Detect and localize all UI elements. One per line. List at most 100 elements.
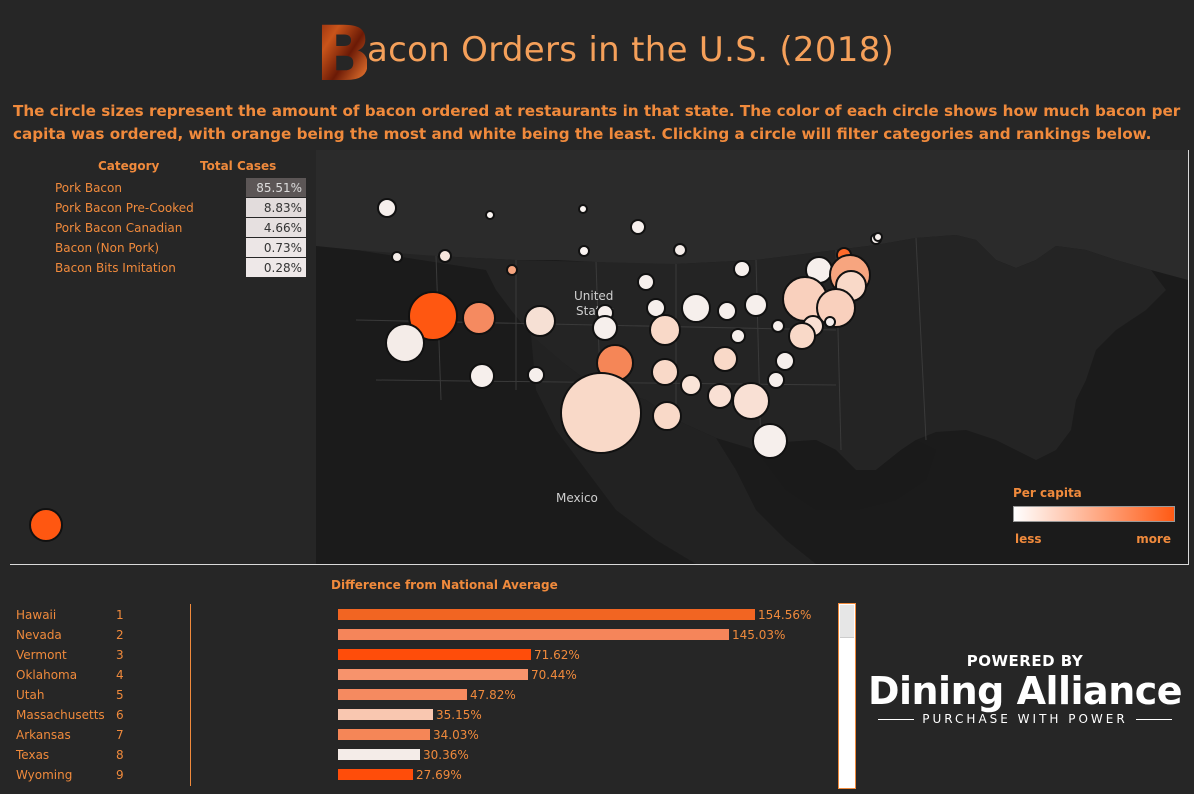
ranking-state: Nevada	[16, 628, 62, 642]
state-circle[interactable]	[673, 243, 687, 257]
state-circle[interactable]	[485, 210, 495, 220]
gulf-water	[756, 440, 936, 510]
ranking-number: 5	[116, 688, 124, 702]
state-circle[interactable]	[438, 249, 452, 263]
ranking-bar[interactable]	[338, 709, 433, 720]
state-circle[interactable]	[408, 291, 458, 341]
state-circle[interactable]	[752, 423, 788, 459]
top-panel: Category Total Cases Pork Bacon 85.51% P…	[10, 150, 1189, 565]
ranking-row[interactable]: Hawaii 1 154.56%	[0, 605, 850, 625]
state-circle[interactable]	[651, 358, 679, 386]
state-circle[interactable]	[712, 346, 738, 372]
state-circle[interactable]	[717, 301, 737, 321]
ranking-number: 2	[116, 628, 124, 642]
category-row[interactable]: Pork Bacon Canadian 4.66%	[55, 218, 306, 238]
state-circle[interactable]	[733, 260, 751, 278]
state-circle[interactable]	[469, 363, 495, 389]
ranking-percent: 34.03%	[433, 728, 479, 742]
state-circle[interactable]	[527, 366, 545, 384]
map-label-us: United	[574, 289, 613, 303]
svg-text:B: B	[315, 12, 367, 88]
brand-tagline-row: PURCHASE WITH POWER	[860, 712, 1190, 726]
ranking-percent: 145.03%	[732, 628, 786, 642]
ranking-state: Texas	[16, 748, 50, 762]
state-circle[interactable]	[649, 314, 681, 346]
ranking-percent: 27.69%	[416, 768, 462, 782]
state-circles	[377, 198, 883, 459]
ranking-row[interactable]: Arkansas 7 34.03%	[0, 725, 850, 745]
category-label: Bacon Bits Imitation	[55, 261, 176, 275]
ranking-percent: 70.44%	[531, 668, 577, 682]
dashboard-title: B acon Orders in the U.S. (2018)	[0, 10, 1194, 90]
ranking-row[interactable]: Wyoming 9 27.69%	[0, 765, 850, 785]
ranking-list: Hawaii 1 154.56% Nevada 2 145.03% Vermont 3 71.6…	[0, 600, 850, 790]
state-circle[interactable]	[775, 351, 795, 371]
ranking-bar[interactable]	[338, 769, 413, 780]
state-circle[interactable]	[578, 204, 588, 214]
size-legend-circle	[29, 508, 63, 542]
state-circle[interactable]	[391, 251, 403, 263]
category-row[interactable]: Bacon Bits Imitation 0.28%	[55, 258, 306, 278]
ranking-number: 1	[116, 608, 124, 622]
ranking-scrollbar[interactable]	[838, 603, 856, 789]
state-circle[interactable]	[732, 382, 770, 420]
state-circle[interactable]	[707, 383, 733, 409]
category-row[interactable]: Pork Bacon Pre-Cooked 8.83%	[55, 198, 306, 218]
ranking-percent: 47.82%	[470, 688, 516, 702]
ranking-state: Oklahoma	[16, 668, 78, 682]
category-value: 0.28%	[246, 258, 306, 277]
state-circle[interactable]	[560, 372, 642, 454]
map-label-mexico: Mexico	[556, 491, 598, 505]
category-row[interactable]: Pork Bacon 85.51%	[55, 178, 306, 198]
category-value: 4.66%	[246, 218, 306, 237]
state-circle[interactable]	[824, 316, 836, 328]
category-value: 85.51%	[246, 178, 306, 197]
scrollbar-thumb[interactable]	[840, 605, 854, 638]
state-circle[interactable]	[592, 315, 618, 341]
ranking-bar[interactable]	[338, 729, 430, 740]
state-circle[interactable]	[744, 293, 768, 317]
ranking-bar[interactable]	[338, 689, 467, 700]
ranking-row[interactable]: Texas 8 30.36%	[0, 745, 850, 765]
state-circle[interactable]	[681, 293, 711, 323]
state-circle[interactable]	[630, 219, 646, 235]
state-circle[interactable]	[767, 371, 785, 389]
bacon-map[interactable]: United States Mexico	[316, 150, 1188, 564]
ranking-bar[interactable]	[338, 749, 420, 760]
difference-title: Difference from National Average	[331, 578, 558, 592]
state-circle[interactable]	[524, 305, 556, 337]
per-capita-legend: Per capita less more	[1013, 486, 1179, 548]
category-label: Pork Bacon Pre-Cooked	[55, 201, 194, 215]
state-circle[interactable]	[377, 198, 397, 218]
state-circle[interactable]	[730, 328, 746, 344]
ranking-row[interactable]: Vermont 3 71.62%	[0, 645, 850, 665]
state-circle[interactable]	[385, 323, 425, 363]
ranking-row[interactable]: Nevada 2 145.03%	[0, 625, 850, 645]
ranking-number: 8	[116, 748, 124, 762]
state-circle[interactable]	[637, 273, 655, 291]
state-circle[interactable]	[873, 232, 883, 242]
state-circle[interactable]	[680, 374, 702, 396]
state-circle[interactable]	[652, 401, 682, 431]
per-capita-gradient	[1013, 506, 1175, 522]
ranking-row[interactable]: Utah 5 47.82%	[0, 685, 850, 705]
total-cases-header: Total Cases	[200, 159, 277, 173]
per-capita-more: more	[1136, 532, 1171, 546]
ranking-row[interactable]: Massachusetts 6 35.15%	[0, 705, 850, 725]
ranking-percent: 71.62%	[534, 648, 580, 662]
category-row[interactable]: Bacon (Non Pork) 0.73%	[55, 238, 306, 258]
state-circle[interactable]	[462, 301, 496, 335]
ranking-bar[interactable]	[338, 609, 755, 620]
ranking-percent: 35.15%	[436, 708, 482, 722]
rank-divider	[190, 604, 191, 786]
state-circle[interactable]	[771, 319, 785, 333]
ranking-bar[interactable]	[338, 649, 531, 660]
ranking-bar[interactable]	[338, 669, 528, 680]
state-circle[interactable]	[506, 264, 518, 276]
ranking-bar[interactable]	[338, 629, 729, 640]
ranking-row[interactable]: Oklahoma 4 70.44%	[0, 665, 850, 685]
state-circle[interactable]	[578, 245, 590, 257]
category-value: 0.73%	[246, 238, 306, 257]
state-circle[interactable]	[788, 322, 816, 350]
ranking-percent: 154.56%	[758, 608, 812, 622]
